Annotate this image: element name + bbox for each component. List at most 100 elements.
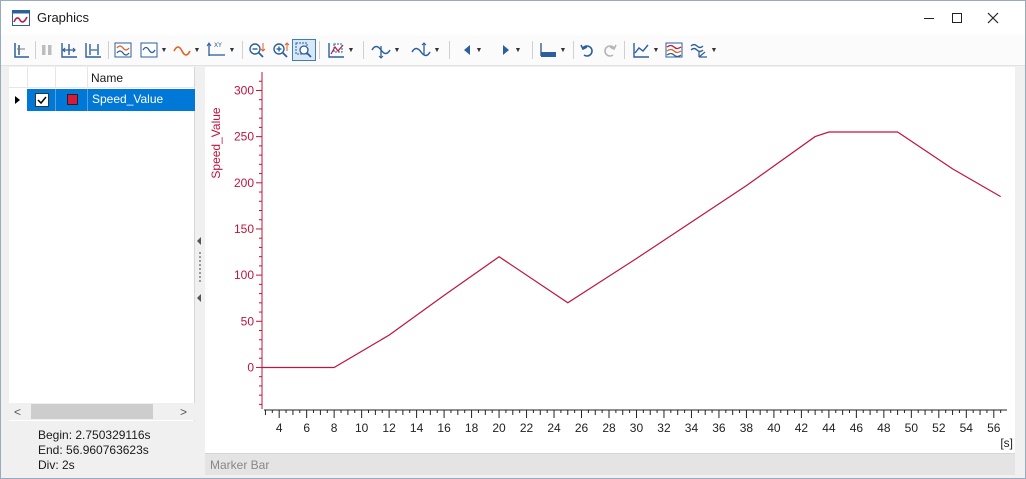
redo-button[interactable] — [600, 39, 620, 61]
x-tick-label: 4 — [276, 421, 283, 435]
x-tick-label: 14 — [410, 421, 424, 435]
signal-options-button[interactable]: ▼ — [687, 39, 719, 61]
window-title: Graphics — [37, 10, 90, 25]
name-column-header[interactable]: Name — [91, 71, 124, 85]
chevron-down-icon: ▼ — [559, 46, 567, 54]
scroll-left-icon[interactable]: < — [13, 404, 21, 419]
time-range-info: Begin: 2.750329116s End: 56.960763623s D… — [9, 421, 195, 475]
svg-text:XY: XY — [214, 42, 222, 49]
x-tick-label: 8 — [331, 421, 338, 435]
y-axis-label: Speed_Value — [209, 107, 223, 179]
previous-button[interactable]: ▼ — [453, 39, 489, 61]
close-icon — [987, 12, 999, 24]
series-line-speed-value — [262, 131, 1001, 369]
chevron-down-icon: ▼ — [228, 46, 236, 54]
x-tick-label: 28 — [602, 421, 616, 435]
x-axis-unit: [s] — [1000, 436, 1013, 450]
begin-time: Begin: 2.750329116s — [38, 428, 151, 442]
curve-style-button[interactable]: ▼ — [171, 39, 201, 61]
maximize-icon — [952, 13, 962, 23]
measure-cursor-button[interactable]: ▼ — [367, 39, 403, 61]
end-time: End: 56.960763623s — [38, 443, 149, 457]
title-bar: Graphics — [1, 1, 1025, 35]
y-tick-label: 200 — [234, 176, 254, 190]
scroll-right-icon[interactable]: > — [179, 404, 187, 419]
marker-bar[interactable]: Marker Bar — [205, 453, 1015, 475]
panel-splitter[interactable] — [195, 67, 205, 475]
undo-icon — [580, 44, 593, 57]
pause-icon — [42, 45, 52, 55]
x-tick-label: 36 — [712, 421, 726, 435]
x-tick-label: 10 — [355, 421, 369, 435]
vertical-scrollbar[interactable] — [1015, 67, 1025, 475]
close-button[interactable] — [975, 1, 1011, 35]
chevron-down-icon: ▼ — [514, 46, 522, 54]
prev-icon — [463, 45, 470, 55]
signal-row-speed-value[interactable]: Speed_Value — [27, 89, 195, 111]
zoom-out-icon — [249, 43, 266, 58]
next-icon — [502, 45, 509, 55]
layout-icon — [539, 43, 556, 57]
zoom-out-button[interactable] — [246, 39, 268, 61]
chevron-down-icon: ▼ — [193, 46, 201, 54]
scale-icon — [327, 43, 344, 58]
chevron-down-icon: ▼ — [710, 46, 718, 54]
next-button[interactable]: ▼ — [492, 39, 528, 61]
chevron-down-icon: ▼ — [347, 46, 355, 54]
checkmark-icon — [37, 96, 47, 105]
zoom-rect-button[interactable] — [292, 39, 316, 61]
x-tick-label: 42 — [795, 421, 809, 435]
signal-style-button[interactable]: ▼ — [138, 39, 168, 61]
marker-bar-label: Marker Bar — [210, 458, 270, 472]
toolbar: ▼ ▼ XY ▼ ▼ ▼ ▼ — [1, 35, 1025, 66]
x-tick-label: 30 — [630, 421, 644, 435]
horizontal-scrollbar[interactable]: < > — [9, 403, 195, 420]
xy-mode-button[interactable]: XY ▼ — [204, 39, 236, 61]
y-tick-label: 250 — [234, 130, 254, 144]
curve-icon — [172, 46, 191, 56]
zoom-in-button[interactable] — [270, 39, 292, 61]
signal-visible-checkbox[interactable] — [35, 93, 49, 107]
minimize-button[interactable] — [911, 1, 947, 35]
cursor-marker-button[interactable]: ▼ — [406, 39, 444, 61]
maximize-button[interactable] — [939, 1, 975, 35]
x-tick-label: 48 — [877, 421, 891, 435]
add-signal-button[interactable] — [11, 39, 33, 61]
x-tick-label: 18 — [465, 421, 479, 435]
y-tick-label: 300 — [234, 83, 254, 97]
pause-button[interactable] — [38, 39, 56, 61]
chart-type-icon — [632, 43, 649, 58]
signal-options-icon — [690, 43, 707, 58]
signal-style-icon — [140, 42, 158, 58]
scale-button[interactable]: ▼ — [323, 39, 357, 61]
signal-mode-button[interactable] — [112, 39, 134, 61]
scrollbar-thumb[interactable] — [31, 404, 153, 419]
signal-mode-icon — [114, 42, 132, 58]
color-scheme-button[interactable] — [663, 39, 685, 61]
signal-color-swatch[interactable] — [67, 94, 78, 105]
redo-icon — [604, 44, 617, 57]
x-tick-label: 54 — [960, 421, 974, 435]
chart-area[interactable]: 0 50 100 150 200 250 300 Speed_Value 4 6 8 10 12 14 16… — [205, 67, 1015, 453]
collapse-left-icon[interactable] — [197, 237, 201, 245]
x-tick-label: 32 — [657, 421, 671, 435]
chevron-down-icon: ▼ — [160, 46, 168, 54]
graphics-app-icon — [12, 10, 30, 26]
chevron-down-icon: ▼ — [475, 46, 483, 54]
chevron-down-icon: ▼ — [433, 46, 441, 54]
x-tick-label: 52 — [932, 421, 946, 435]
x-tick-label: 22 — [520, 421, 534, 435]
fit-all-button[interactable] — [82, 39, 104, 61]
splitter-grip[interactable] — [199, 252, 201, 282]
chart-type-button[interactable]: ▼ — [628, 39, 662, 61]
row-expand-arrow-icon[interactable] — [15, 96, 20, 104]
undo-button[interactable] — [577, 39, 597, 61]
fit-horizontal-button[interactable] — [58, 39, 80, 61]
collapse-left-icon[interactable] — [197, 294, 201, 302]
fit-all-icon — [85, 43, 101, 58]
division: Div: 2s — [38, 458, 75, 472]
layout-button[interactable]: ▼ — [536, 39, 568, 61]
x-tick-label: 38 — [740, 421, 754, 435]
